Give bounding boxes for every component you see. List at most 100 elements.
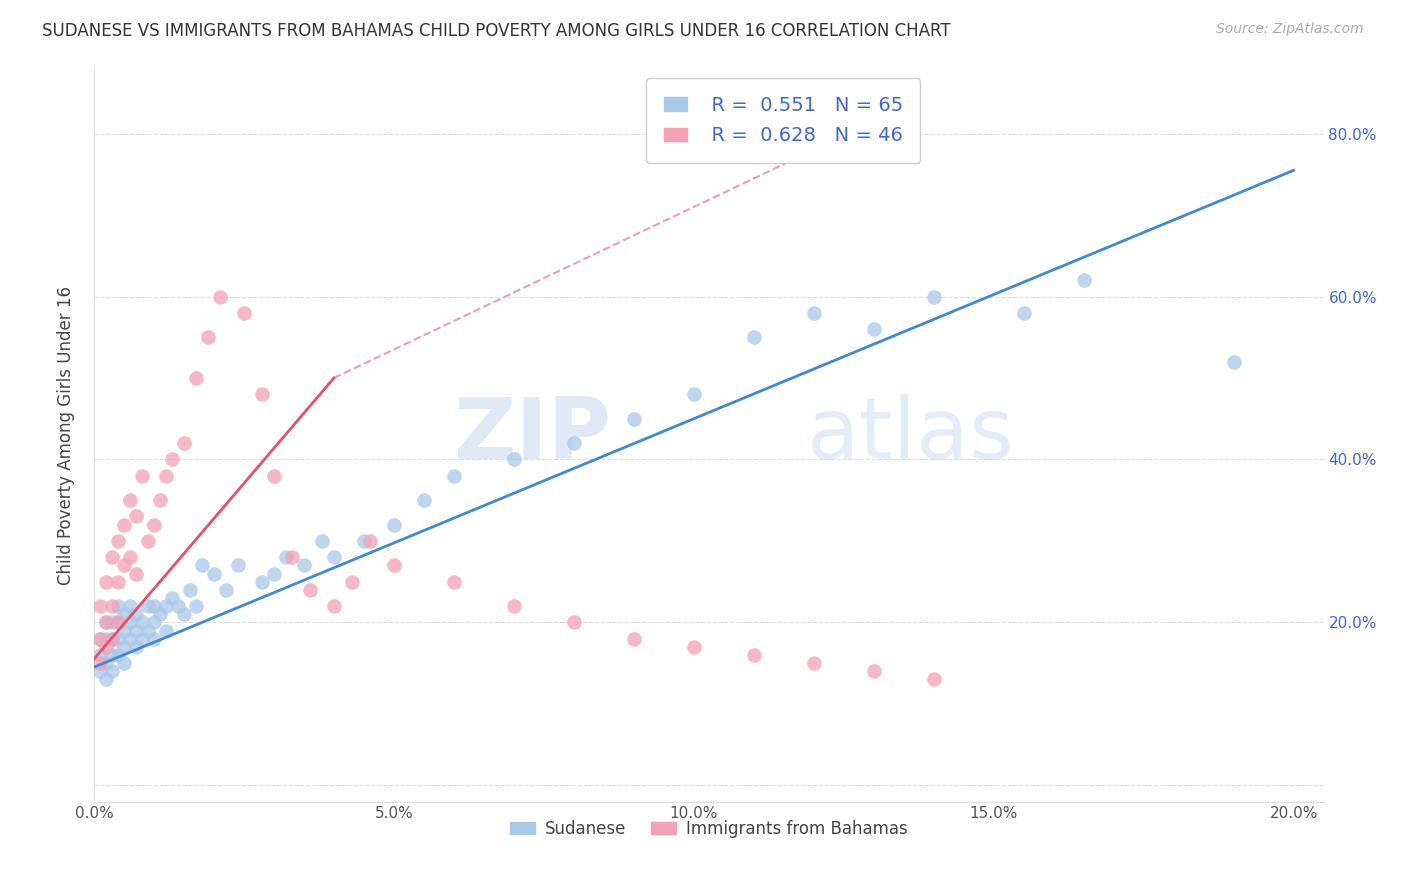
Point [322,599,344,613]
Point [89,648,111,662]
Point [125,566,148,581]
Point [101,615,124,630]
Point [125,509,148,524]
Point [112,624,135,638]
Text: atlas: atlas [807,393,1015,476]
Point [179,582,201,597]
Point [160,591,183,605]
Point [682,387,704,401]
Point [250,387,273,401]
Point [101,550,124,565]
Point [742,648,765,662]
Point [125,624,148,638]
Point [94,632,117,646]
Point [184,371,207,385]
Point [118,599,141,613]
Point [125,607,148,622]
Point [136,533,159,548]
Text: Source: ZipAtlas.com: Source: ZipAtlas.com [1216,22,1364,37]
Legend: Sudanese, Immigrants from Bahamas: Sudanese, Immigrants from Bahamas [503,814,914,845]
Point [322,550,344,565]
Point [862,322,884,336]
Point [281,550,304,565]
Point [160,452,183,467]
Point [89,632,111,646]
Point [142,615,165,630]
Point [131,632,153,646]
Point [101,632,124,646]
Point [155,468,177,483]
Point [502,452,524,467]
Point [149,607,172,622]
Point [173,436,195,450]
Point [89,632,111,646]
Point [1222,355,1244,369]
Text: SUDANESE VS IMMIGRANTS FROM BAHAMAS CHILD POVERTY AMONG GIRLS UNDER 16 CORRELATI: SUDANESE VS IMMIGRANTS FROM BAHAMAS CHIL… [42,22,950,40]
Point [803,306,825,320]
Point [112,640,135,654]
Point [274,550,297,565]
Point [197,330,219,344]
Point [263,468,285,483]
Point [862,665,884,679]
Point [94,656,117,670]
Point [107,648,129,662]
Point [107,615,129,630]
Point [94,615,117,630]
Point [215,582,238,597]
Point [173,607,195,622]
Point [208,289,231,303]
Point [149,493,172,508]
Point [562,615,585,630]
Point [136,599,159,613]
Point [226,558,249,573]
Point [167,599,190,613]
Point [803,656,825,670]
Point [382,517,405,532]
Point [94,640,117,654]
Point [263,566,285,581]
Point [742,330,765,344]
Text: ZIP: ZIP [453,393,610,476]
Point [118,493,141,508]
Point [142,632,165,646]
Point [623,632,645,646]
Point [1012,306,1035,320]
Point [359,533,381,548]
Point [112,656,135,670]
Point [101,599,124,613]
Point [232,306,254,320]
Point [118,632,141,646]
Point [142,517,165,532]
Point [107,574,129,589]
Point [155,599,177,613]
Point [142,599,165,613]
Point [94,615,117,630]
Point [502,599,524,613]
Point [118,550,141,565]
Point [562,436,585,450]
Point [155,624,177,638]
Point [311,533,333,548]
Point [107,533,129,548]
Point [131,615,153,630]
Point [340,574,363,589]
Point [184,599,207,613]
Point [292,558,315,573]
Point [101,632,124,646]
Point [682,640,704,654]
Point [101,665,124,679]
Point [443,468,465,483]
Point [922,289,945,303]
Point [94,574,117,589]
Point [298,582,321,597]
Point [382,558,405,573]
Point [107,615,129,630]
Point [250,574,273,589]
Point [136,624,159,638]
Point [131,468,153,483]
Point [112,607,135,622]
Point [118,615,141,630]
Point [89,665,111,679]
Point [353,533,375,548]
